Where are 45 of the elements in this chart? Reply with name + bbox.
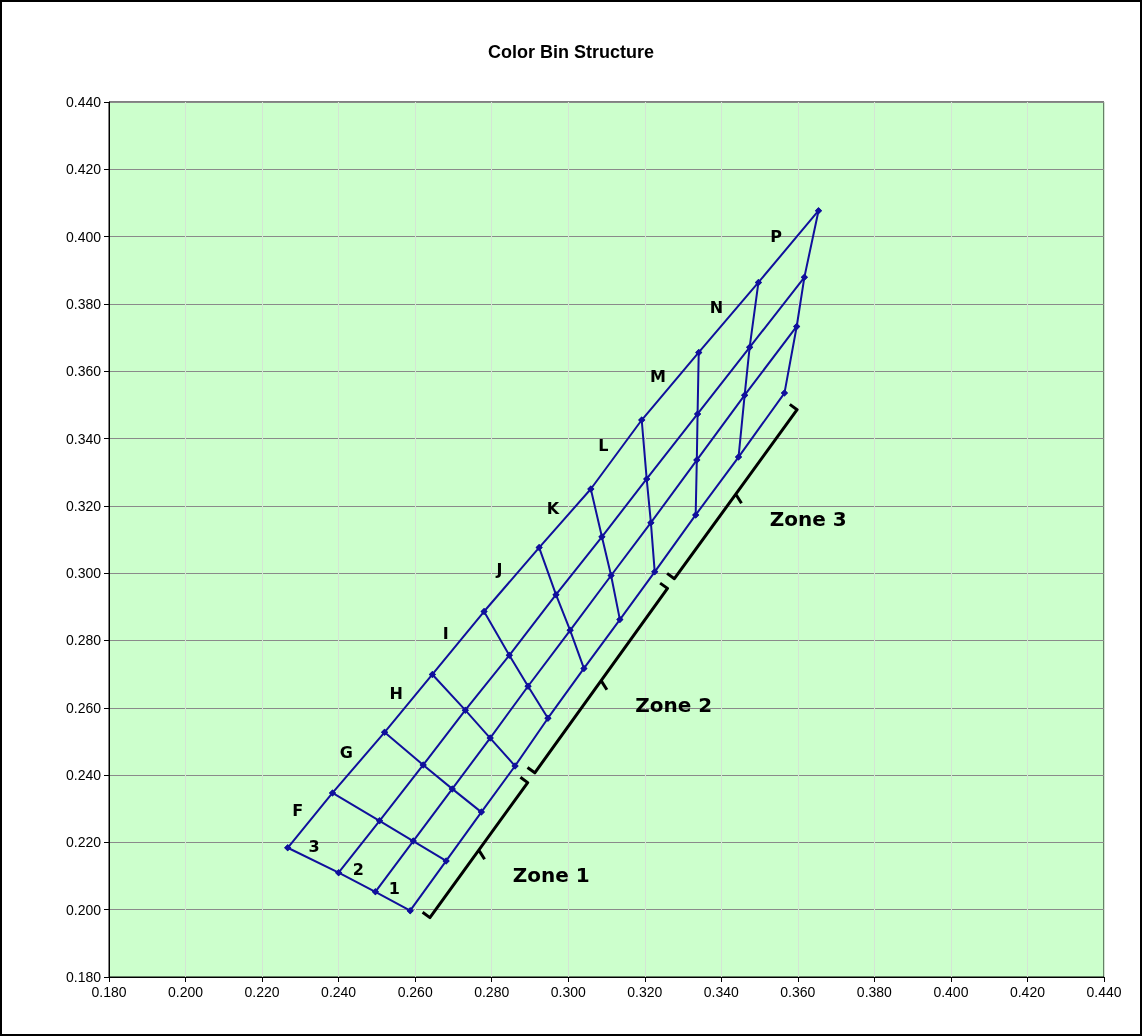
x-tick-label: 0.320 bbox=[627, 984, 663, 1000]
y-tick-label: 0.400 bbox=[65, 228, 102, 245]
annotation: P bbox=[770, 226, 783, 246]
y-tick-label: 0.380 bbox=[65, 295, 102, 312]
annotation: I bbox=[442, 623, 449, 643]
x-tick-label: 0.420 bbox=[1009, 984, 1046, 1000]
annotation: L bbox=[598, 435, 609, 455]
y-tick-label: 0.200 bbox=[65, 901, 102, 918]
annotation: 1 bbox=[388, 878, 400, 898]
annotation: Zone 1 bbox=[512, 862, 590, 887]
annotation: 3 bbox=[308, 836, 320, 856]
y-tick-label: 0.440 bbox=[65, 94, 102, 110]
x-tick-label: 0.360 bbox=[780, 984, 816, 1000]
annotation: H bbox=[389, 683, 403, 703]
annotation: N bbox=[709, 297, 724, 317]
annotation: K bbox=[546, 498, 560, 518]
annotation: Zone 2 bbox=[635, 693, 713, 718]
y-tick-label: 0.340 bbox=[65, 430, 102, 447]
x-tick-label: 0.280 bbox=[474, 984, 510, 1000]
y-tick-label: 0.240 bbox=[65, 767, 102, 784]
annotation: Zone 3 bbox=[769, 506, 847, 531]
x-tick-label: 0.340 bbox=[703, 984, 740, 1000]
x-tick-label: 0.260 bbox=[397, 984, 433, 1000]
y-tick-label: 0.300 bbox=[65, 565, 102, 582]
chart-title: Color Bin Structure bbox=[487, 42, 655, 62]
annotation: F bbox=[292, 800, 304, 820]
y-tick-label: 0.320 bbox=[65, 497, 102, 514]
annotation: 2 bbox=[352, 859, 364, 879]
y-tick-label: 0.280 bbox=[65, 632, 102, 649]
annotation: J bbox=[496, 559, 503, 579]
x-tick-label: 0.240 bbox=[321, 984, 357, 1000]
y-tick-label: 0.360 bbox=[65, 363, 102, 380]
x-tick-label: 0.180 bbox=[91, 984, 127, 1000]
y-tick-label: 0.420 bbox=[65, 161, 102, 178]
annotation: G bbox=[339, 742, 353, 762]
x-tick-label: 0.440 bbox=[1086, 984, 1122, 1000]
y-tick-label: 0.260 bbox=[65, 699, 102, 716]
x-tick-label: 0.220 bbox=[244, 984, 280, 1000]
x-tick-label: 0.380 bbox=[856, 984, 893, 1000]
y-tick-label: 0.180 bbox=[65, 969, 102, 985]
annotation: M bbox=[650, 366, 666, 386]
y-tick-label: 0.220 bbox=[65, 834, 102, 851]
x-tick-label: 0.300 bbox=[550, 984, 586, 1000]
x-tick-label: 0.200 bbox=[168, 984, 204, 1000]
x-tick-label: 0.400 bbox=[933, 984, 969, 1000]
